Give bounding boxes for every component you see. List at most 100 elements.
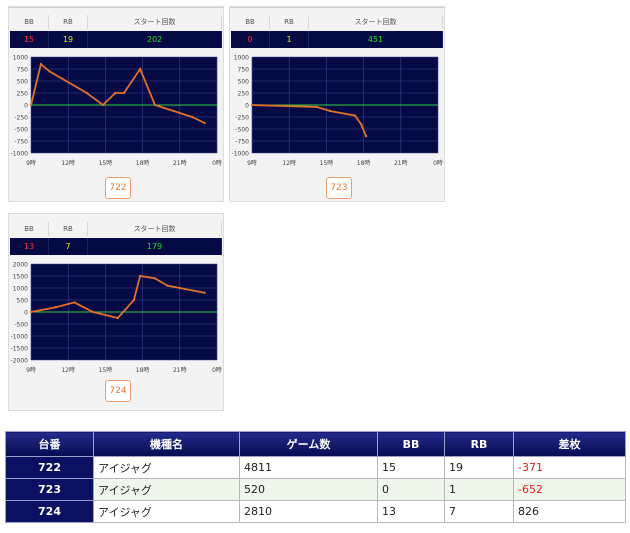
data-point: [359, 123, 363, 126]
data-point: [54, 306, 57, 309]
card-values-row: 13 7 179: [10, 238, 222, 255]
data-point: [178, 286, 181, 290]
header-machine-no: 台番: [5, 431, 94, 457]
data-point: [353, 114, 357, 117]
games-cell: 520: [239, 478, 378, 501]
table-row[interactable]: 722 アイジャグ 4811 15 19 -371: [5, 456, 626, 479]
x-tick-label: 21時: [394, 159, 408, 167]
data-point: [116, 316, 120, 320]
data-point: [91, 310, 95, 314]
data-point: [122, 91, 126, 95]
machine-summary-table: 台番 機種名 ゲーム数 BB RB 差枚 722 アイジャグ 4811 15 1…: [5, 431, 626, 523]
y-tick-label: 1000: [13, 286, 28, 293]
y-tick-label: 1500: [13, 274, 28, 281]
rb-header: RB: [49, 15, 88, 29]
x-tick-label: 12時: [61, 159, 75, 167]
x-tick-label: 0時: [212, 366, 222, 374]
start-count-header: スタート回数: [88, 222, 222, 236]
start-count-header: スタート回数: [88, 15, 222, 29]
data-point: [191, 115, 194, 119]
data-point: [39, 63, 43, 66]
data-point: [73, 301, 76, 304]
y-tick-label: -250: [235, 115, 249, 122]
machine-no-cell[interactable]: 723: [5, 478, 94, 501]
x-tick-label: 12時: [282, 159, 296, 167]
y-tick-label: -1000: [11, 151, 29, 158]
machine-name-cell: アイジャグ: [93, 478, 240, 501]
bb-cell: 0: [377, 478, 445, 501]
machine-no-cell[interactable]: 724: [5, 500, 94, 523]
data-point: [29, 310, 33, 314]
y-tick-label: -1500: [11, 346, 29, 353]
bb-value: 15: [10, 31, 49, 48]
data-point: [48, 70, 51, 73]
bb-header: BB: [10, 222, 49, 236]
start-count-value: 202: [88, 31, 222, 48]
x-tick-label: 0時: [433, 159, 443, 167]
x-tick-label: 21時: [173, 159, 187, 167]
rb-cell: 7: [444, 500, 514, 523]
data-point: [315, 105, 318, 109]
y-tick-label: 750: [17, 67, 29, 74]
games-cell: 2810: [239, 500, 378, 523]
machine-card-722: BB RB スタート回数 15 19 202 1000 750 500 250 0 -25…: [8, 6, 224, 202]
data-point: [85, 91, 89, 95]
rb-value: 1: [270, 31, 309, 48]
data-point: [132, 298, 136, 302]
card-values-row: 15 19 202: [10, 31, 222, 48]
data-point: [364, 135, 368, 138]
data-point: [153, 103, 157, 107]
y-tick-label: -750: [14, 139, 28, 146]
x-tick-label: 15時: [99, 366, 113, 374]
machine-name-cell: アイジャグ: [93, 500, 240, 523]
y-tick-label: 250: [238, 91, 250, 98]
header-machine-name: 機種名: [93, 431, 240, 457]
data-point: [172, 109, 175, 113]
y-tick-label: -500: [235, 127, 249, 134]
y-tick-label: 2000: [13, 262, 28, 269]
header-games: ゲーム数: [239, 431, 378, 457]
data-point: [203, 291, 206, 294]
rb-cell: 1: [444, 478, 514, 501]
table-row[interactable]: 724 アイジャグ 2810 13 7 826: [5, 500, 626, 523]
diff-cell: -652: [513, 478, 626, 501]
bb-value: 13: [10, 238, 49, 255]
diff-cell: -371: [513, 456, 626, 479]
data-point: [153, 277, 157, 280]
y-tick-label: 750: [238, 67, 250, 74]
x-tick-label: 9時: [26, 159, 36, 167]
start-count-value: 179: [88, 238, 222, 255]
y-tick-label: 0: [24, 103, 28, 110]
rb-value: 19: [49, 31, 88, 48]
y-tick-label: -500: [14, 322, 28, 329]
table-row[interactable]: 723 アイジャグ 520 0 1 -652: [5, 478, 626, 501]
card-values-row: 0 1 451: [231, 31, 443, 48]
data-point: [203, 121, 206, 125]
diff-cell: 826: [513, 500, 626, 523]
x-tick-label: 21時: [173, 366, 187, 374]
y-tick-label: 500: [238, 79, 250, 86]
series-line: [251, 104, 367, 137]
data-point: [250, 103, 254, 107]
y-tick-label: 500: [17, 79, 29, 86]
y-tick-label: 0: [245, 103, 249, 110]
bb-cell: 15: [377, 456, 445, 479]
start-count-value: 451: [309, 31, 443, 48]
x-tick-label: 15時: [320, 159, 334, 167]
y-tick-label: 1000: [13, 55, 28, 62]
machine-number-button[interactable]: 722: [105, 177, 131, 199]
rb-cell: 19: [444, 456, 514, 479]
machine-number-button[interactable]: 723: [326, 177, 352, 199]
machine-number-button[interactable]: 724: [105, 380, 131, 402]
data-point: [328, 109, 332, 113]
y-tick-label: 0: [24, 310, 28, 317]
card-header-row: BB RB スタート回数: [231, 15, 443, 29]
machine-card-723: BB RB スタート回数 0 1 451 1000 750 500 250 0 -250 -…: [229, 6, 445, 202]
card-header-row: BB RB スタート回数: [10, 222, 222, 236]
y-tick-label: 500: [17, 298, 29, 305]
header-rb: RB: [444, 431, 514, 457]
data-point: [114, 91, 117, 95]
machine-no-cell[interactable]: 722: [5, 456, 94, 479]
